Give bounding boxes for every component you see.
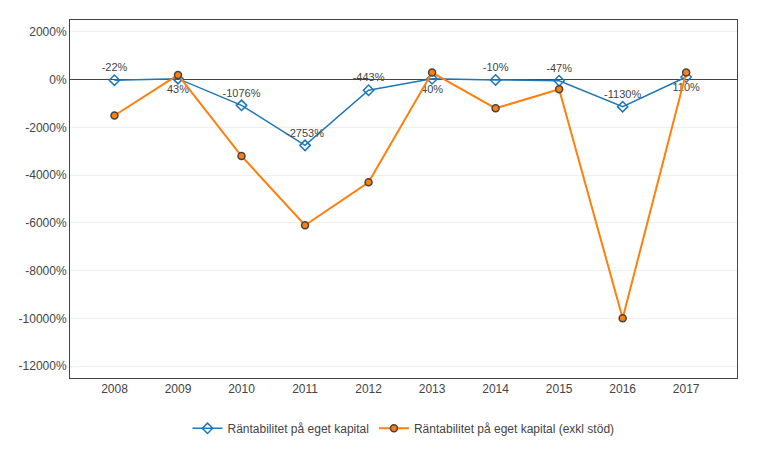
svg-text:2014: 2014 [482,382,509,396]
svg-text:0%: 0% [49,73,67,87]
svg-text:-10000%: -10000% [19,312,67,326]
svg-text:2008: 2008 [101,382,128,396]
svg-text:2012: 2012 [355,382,382,396]
svg-text:-22%: -22% [102,61,128,73]
svg-text:110%: 110% [673,81,701,93]
svg-text:-47%: -47% [546,62,572,74]
svg-text:2010: 2010 [228,382,255,396]
svg-text:-2753%: -2753% [286,127,324,139]
svg-text:Räntabilitet på eget kapital (: Räntabilitet på eget kapital (exkl stöd) [414,422,614,436]
svg-text:-12000%: -12000% [19,359,67,373]
svg-text:Räntabilitet på eget kapital: Räntabilitet på eget kapital [228,422,369,436]
svg-text:2011: 2011 [292,382,318,396]
svg-text:2016: 2016 [609,382,636,396]
svg-text:2017: 2017 [673,382,700,396]
svg-text:2015: 2015 [546,382,573,396]
svg-text:-2000%: -2000% [25,121,67,135]
svg-text:-443%: -443% [353,71,385,83]
svg-text:40%: 40% [421,83,443,95]
svg-text:2013: 2013 [419,382,446,396]
svg-text:-10%: -10% [483,61,509,73]
svg-text:-4000%: -4000% [25,168,67,182]
svg-text:43%: 43% [167,83,189,95]
svg-text:-1076%: -1076% [223,87,261,99]
svg-text:-8000%: -8000% [25,264,67,278]
svg-text:2009: 2009 [165,382,192,396]
svg-text:-6000%: -6000% [25,216,67,230]
svg-text:-1130%: -1130% [604,88,641,100]
svg-text:2000%: 2000% [29,25,67,39]
